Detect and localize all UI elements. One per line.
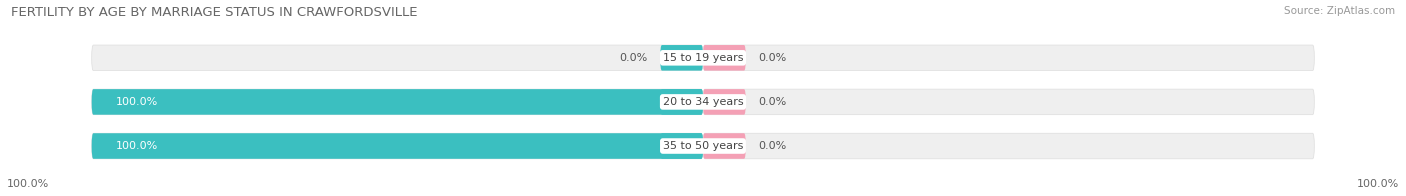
Text: 100.0%: 100.0% [1357, 179, 1399, 189]
Text: 100.0%: 100.0% [117, 97, 159, 107]
Text: 0.0%: 0.0% [758, 141, 786, 151]
FancyBboxPatch shape [91, 89, 703, 115]
FancyBboxPatch shape [91, 45, 703, 71]
FancyBboxPatch shape [91, 89, 703, 115]
FancyBboxPatch shape [91, 133, 703, 159]
Text: 100.0%: 100.0% [7, 179, 49, 189]
Text: FERTILITY BY AGE BY MARRIAGE STATUS IN CRAWFORDSVILLE: FERTILITY BY AGE BY MARRIAGE STATUS IN C… [11, 6, 418, 19]
FancyBboxPatch shape [661, 89, 703, 115]
FancyBboxPatch shape [703, 133, 1315, 159]
Text: 0.0%: 0.0% [758, 97, 786, 107]
FancyBboxPatch shape [703, 89, 1315, 115]
Text: 0.0%: 0.0% [620, 53, 648, 63]
FancyBboxPatch shape [661, 45, 703, 71]
FancyBboxPatch shape [703, 133, 745, 159]
Text: 15 to 19 years: 15 to 19 years [662, 53, 744, 63]
Text: 0.0%: 0.0% [758, 53, 786, 63]
FancyBboxPatch shape [91, 133, 703, 159]
FancyBboxPatch shape [703, 45, 745, 71]
Text: Source: ZipAtlas.com: Source: ZipAtlas.com [1284, 6, 1395, 16]
Text: 35 to 50 years: 35 to 50 years [662, 141, 744, 151]
Text: 20 to 34 years: 20 to 34 years [662, 97, 744, 107]
FancyBboxPatch shape [661, 133, 703, 159]
FancyBboxPatch shape [703, 45, 1315, 71]
FancyBboxPatch shape [703, 89, 745, 115]
Text: 100.0%: 100.0% [117, 141, 159, 151]
